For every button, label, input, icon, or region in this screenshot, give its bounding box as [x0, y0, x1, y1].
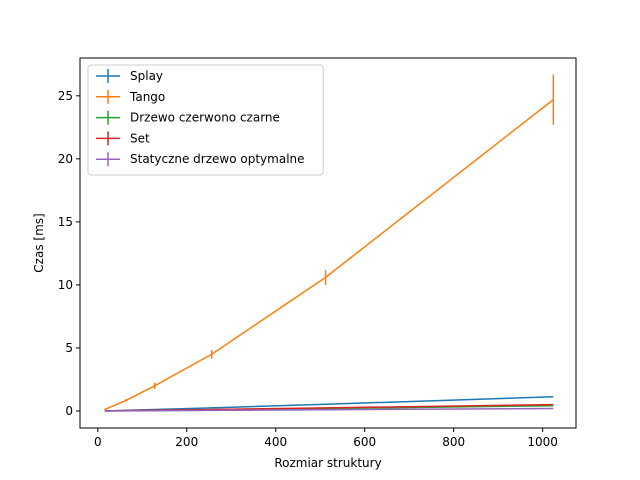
y-tick-label: 20 — [58, 152, 73, 166]
y-tick-label: 10 — [58, 278, 73, 292]
x-axis: 0 200 400 600 800 1000 — [94, 428, 558, 449]
y-tick-label: 0 — [65, 404, 73, 418]
legend-item: Set — [96, 131, 150, 146]
legend-label: Drzewo czerwono czarne — [130, 111, 280, 125]
legend-item: Drzewo czerwono czarne — [96, 110, 280, 125]
x-tick-label: 0 — [94, 435, 102, 449]
legend-label: Splay — [130, 69, 163, 83]
x-axis-label: Rozmiar struktury — [274, 456, 381, 470]
x-tick-label: 800 — [442, 435, 465, 449]
legend-label: Set — [130, 131, 150, 145]
series-tango — [104, 74, 555, 411]
legend: Splay Tango Drzewo czerwono czarne Set Staty… — [87, 64, 324, 176]
legend-label: Tango — [129, 90, 165, 104]
legend-item: Statyczne drzewo optymalne — [96, 152, 305, 167]
x-tick-label: 600 — [353, 435, 376, 449]
legend-item: Tango — [96, 89, 165, 104]
y-tick-label: 15 — [58, 215, 73, 229]
legend-item: Splay — [96, 69, 163, 83]
series-line — [104, 407, 554, 412]
y-tick-label: 25 — [58, 89, 73, 103]
y-tick-label: 5 — [65, 341, 73, 355]
x-tick-label: 400 — [264, 435, 287, 449]
series-line — [104, 99, 554, 411]
x-tick-label: 200 — [175, 435, 198, 449]
y-axis-label: Czas [ms] — [32, 213, 46, 272]
legend-box — [87, 64, 324, 176]
x-tick-label: 1000 — [527, 435, 558, 449]
legend-label: Statyczne drzewo optymalne — [130, 152, 305, 166]
y-axis: 0 5 10 15 20 25 — [58, 89, 80, 418]
series-statyczne-drzewo-optymalne — [104, 407, 554, 412]
series-layer — [104, 74, 555, 412]
